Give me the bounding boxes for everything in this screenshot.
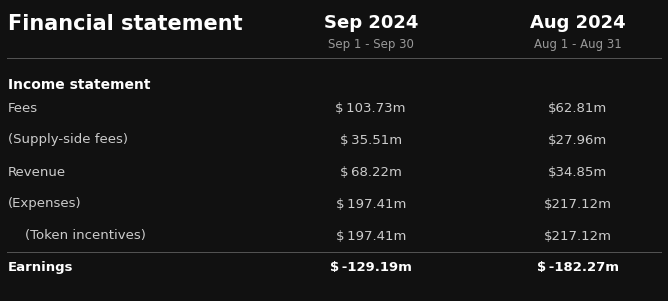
Text: Aug 2024: Aug 2024 — [530, 14, 626, 32]
Text: $ 197.41m: $ 197.41m — [335, 197, 406, 210]
Text: Earnings: Earnings — [8, 262, 73, 275]
Text: $217.12m: $217.12m — [544, 229, 612, 243]
Text: Financial statement: Financial statement — [8, 14, 242, 34]
Text: $34.85m: $34.85m — [548, 166, 607, 178]
Text: $62.81m: $62.81m — [548, 101, 607, 114]
Text: (Expenses): (Expenses) — [8, 197, 81, 210]
Text: $ 197.41m: $ 197.41m — [335, 229, 406, 243]
Text: Sep 1 - Sep 30: Sep 1 - Sep 30 — [328, 38, 413, 51]
Text: Revenue: Revenue — [8, 166, 66, 178]
Text: $ -182.27m: $ -182.27m — [537, 262, 619, 275]
Text: $ 103.73m: $ 103.73m — [335, 101, 406, 114]
Text: Income statement: Income statement — [8, 78, 150, 92]
Text: $ 35.51m: $ 35.51m — [339, 134, 402, 147]
Text: (Token incentives): (Token incentives) — [8, 229, 146, 243]
Text: Aug 1 - Aug 31: Aug 1 - Aug 31 — [534, 38, 622, 51]
Text: $ 68.22m: $ 68.22m — [340, 166, 401, 178]
Text: Fees: Fees — [8, 101, 38, 114]
Text: Sep 2024: Sep 2024 — [323, 14, 418, 32]
Text: $217.12m: $217.12m — [544, 197, 612, 210]
Text: $27.96m: $27.96m — [548, 134, 607, 147]
Text: (Supply-side fees): (Supply-side fees) — [8, 134, 128, 147]
Text: $ -129.19m: $ -129.19m — [330, 262, 411, 275]
